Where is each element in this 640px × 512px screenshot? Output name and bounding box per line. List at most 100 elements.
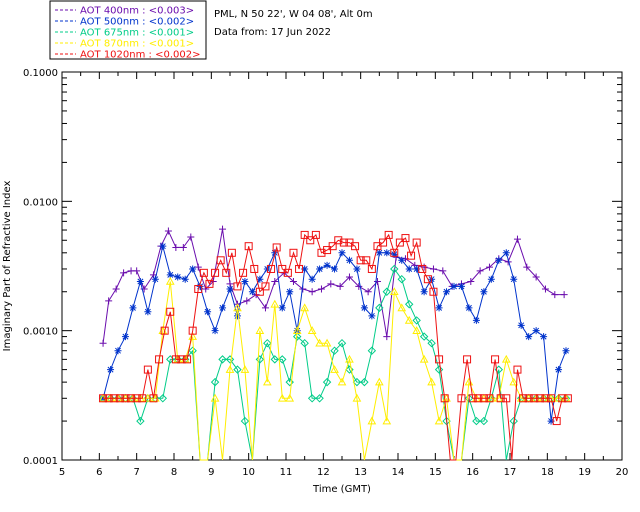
- data-point: [338, 249, 346, 257]
- data-point: [133, 267, 141, 275]
- series-5: [99, 230, 572, 461]
- data-point: [337, 338, 347, 348]
- data-point: [219, 304, 227, 312]
- data-point: [307, 394, 317, 403]
- data-point: [196, 282, 204, 290]
- data-point: [353, 265, 361, 273]
- data-point: [547, 394, 556, 403]
- data-point: [532, 327, 540, 335]
- data-point: [120, 269, 128, 277]
- data-point: [194, 263, 202, 271]
- data-point: [485, 263, 493, 271]
- data-point: [240, 416, 250, 426]
- data-point: [226, 285, 234, 293]
- data-point: [336, 282, 344, 290]
- data-point: [300, 303, 310, 312]
- data-point: [362, 256, 371, 265]
- data-point: [316, 265, 324, 273]
- data-point: [435, 304, 443, 312]
- data-point: [138, 394, 147, 403]
- x-axis-label: Time (GMT): [312, 484, 371, 495]
- x-tick-label: 19: [578, 467, 591, 478]
- data-point: [222, 268, 231, 277]
- data-point: [495, 256, 503, 264]
- data-point: [188, 332, 198, 340]
- data-point: [472, 416, 481, 426]
- y-tick-label: 0.1000: [23, 68, 58, 79]
- data-point: [560, 291, 568, 299]
- data-point: [328, 242, 337, 251]
- data-point: [485, 394, 494, 403]
- data-point: [105, 297, 113, 305]
- x-tick-label: 11: [280, 467, 293, 478]
- data-point: [255, 326, 265, 334]
- data-point: [476, 267, 484, 275]
- x-tick-label: 12: [317, 467, 330, 478]
- data-point: [322, 338, 332, 347]
- data-point: [532, 273, 540, 281]
- data-point: [479, 394, 488, 403]
- data-point: [404, 300, 414, 309]
- y-tick-label: 0.0010: [23, 327, 58, 338]
- data-point: [174, 273, 182, 281]
- data-point: [397, 274, 406, 284]
- x-tick-label: 10: [242, 467, 255, 478]
- data-point: [199, 268, 208, 277]
- data-point: [272, 243, 281, 252]
- data-point: [502, 394, 511, 403]
- data-point: [181, 275, 189, 283]
- data-point: [382, 416, 392, 425]
- data-point: [327, 280, 335, 288]
- data-point: [517, 321, 525, 329]
- data-point: [121, 333, 129, 341]
- data-point: [427, 377, 436, 386]
- data-point: [405, 265, 413, 273]
- data-point: [164, 227, 172, 235]
- data-point: [491, 355, 500, 364]
- data-point: [541, 285, 549, 293]
- data-point: [121, 394, 130, 403]
- data-point: [487, 275, 495, 283]
- data-point: [315, 338, 324, 347]
- site-location-text: PML, N 50 22', W 04 08', Alt 0m: [214, 9, 373, 20]
- data-point: [263, 338, 272, 348]
- data-point: [513, 235, 521, 243]
- data-point: [472, 316, 480, 324]
- data-point: [419, 354, 429, 363]
- data-point: [418, 264, 427, 273]
- legend-entry: AOT 675nm : <0.001>: [80, 28, 194, 39]
- data-point: [240, 365, 250, 373]
- data-point: [270, 355, 280, 364]
- data-point: [301, 265, 309, 273]
- data-point: [467, 277, 475, 285]
- data-point: [351, 242, 360, 251]
- data-point: [144, 308, 152, 316]
- data-point: [211, 327, 219, 335]
- data-point: [295, 264, 304, 273]
- data-point: [244, 242, 253, 251]
- data-point: [374, 377, 384, 386]
- data-point: [107, 366, 115, 374]
- data-point: [540, 333, 548, 341]
- data-point: [345, 273, 353, 281]
- data-point: [218, 355, 227, 364]
- data-point: [331, 265, 339, 273]
- data-point: [233, 303, 242, 312]
- data-point: [179, 243, 187, 251]
- data-point: [356, 256, 365, 265]
- data-point: [375, 303, 384, 313]
- data-point: [241, 277, 249, 285]
- series-layer: [98, 225, 572, 461]
- data-point: [541, 394, 550, 403]
- x-tick-label: 14: [392, 467, 405, 478]
- data-point: [205, 279, 214, 288]
- data-point: [480, 288, 488, 296]
- data-point: [292, 332, 302, 341]
- data-point: [151, 275, 159, 283]
- data-point: [271, 277, 279, 285]
- data-point: [337, 377, 347, 386]
- data-point: [382, 287, 392, 296]
- data-point: [509, 377, 519, 386]
- data-point: [216, 256, 225, 265]
- data-point: [339, 238, 348, 247]
